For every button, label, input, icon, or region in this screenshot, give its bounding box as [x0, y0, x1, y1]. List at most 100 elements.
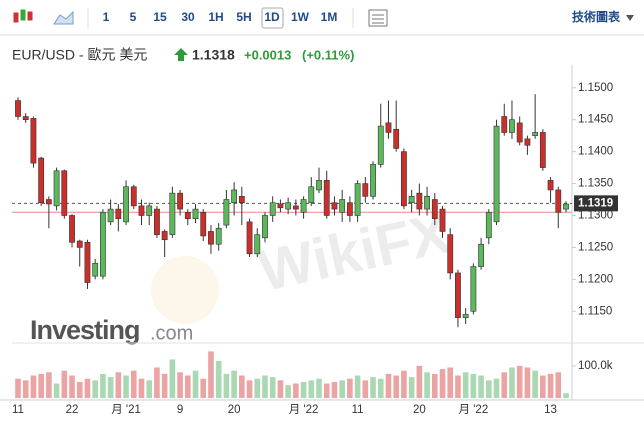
volume-bar	[347, 378, 353, 398]
volume-bar	[462, 372, 469, 398]
candle-body	[30, 118, 37, 164]
y-tick-label: 1.1250	[578, 241, 613, 253]
table-icon[interactable]	[368, 9, 388, 27]
candle-body	[269, 202, 276, 216]
volume-bar	[300, 381, 307, 398]
price: 1.1318	[192, 47, 235, 63]
volume-bar	[223, 373, 230, 398]
candle-body	[493, 125, 500, 223]
candle-body	[370, 164, 376, 197]
volume-bar	[293, 383, 299, 398]
interval-button[interactable]: 5H	[236, 10, 251, 24]
candle-body	[208, 231, 214, 245]
candle-body	[53, 170, 60, 207]
y-tick-label: 1.1500	[578, 82, 613, 94]
x-tick-label: 11	[352, 404, 364, 416]
candle-icon[interactable]	[13, 9, 33, 23]
header: EUR/USD - 歐元 美元 1.1318 +0.0013 (+0.11%)	[12, 47, 354, 63]
interval-button[interactable]: 1	[103, 10, 110, 24]
candle-body	[138, 205, 145, 216]
candle-body	[254, 234, 261, 255]
candle-body	[416, 192, 423, 210]
volume-bar	[509, 367, 515, 398]
volume-bar	[246, 380, 253, 398]
volume-bar	[401, 370, 407, 398]
volume-bar	[285, 385, 291, 398]
volume-bar	[354, 375, 361, 398]
candle-body	[200, 211, 207, 237]
tech-chart-button[interactable]: 技術圖表	[572, 9, 621, 24]
x-tick-label: 月 '22	[459, 404, 489, 416]
volume-bar	[123, 375, 129, 398]
candle-body	[462, 314, 469, 318]
volume-bar	[316, 378, 322, 398]
candle-body	[76, 240, 83, 248]
candle-body	[478, 243, 484, 267]
plot: 1 5 15 30 1H 5H 1D 1W 1M1.11501.12001.12501.1300…	[0, 10, 644, 416]
y-tick-label: 1.1200	[578, 273, 613, 285]
volume-tick-label: 100.0k	[578, 360, 613, 372]
interval-button[interactable]: 1H	[208, 10, 223, 24]
volume-bar	[185, 375, 191, 398]
volume-bar	[370, 377, 376, 398]
y-tick-label: 1.1300	[578, 210, 613, 222]
candle-body	[100, 211, 106, 277]
area-icon[interactable]	[53, 10, 74, 25]
dropdown-arrow[interactable]	[626, 15, 634, 21]
volume-bar	[146, 380, 153, 398]
volume-bar	[208, 351, 214, 398]
x-tick-label: 月 '22	[289, 404, 319, 416]
volume-bar	[53, 383, 60, 398]
candle-body	[115, 208, 122, 219]
volume-bar	[408, 377, 415, 398]
volume-bar	[431, 373, 438, 398]
x-tick-label: 22	[66, 404, 79, 416]
candle-body	[424, 196, 430, 210]
volume-bar	[516, 365, 523, 398]
candle-body	[177, 192, 183, 210]
volume-bar	[130, 370, 137, 398]
last-price-box	[574, 195, 618, 212]
volume-bar	[532, 370, 538, 398]
candle-body	[447, 234, 454, 274]
symbol: EUR/USD - 歐元 美元	[12, 47, 147, 63]
interval-button[interactable]: 1W	[291, 10, 310, 24]
volume-bar	[231, 370, 237, 398]
candle-body	[393, 128, 400, 149]
candle-body	[385, 122, 392, 133]
volume-bar	[239, 375, 245, 398]
volume-bar	[308, 380, 315, 398]
logo-suffix: .com	[150, 322, 193, 344]
candle-body	[231, 189, 238, 204]
candle-body	[485, 211, 492, 239]
volume-bar	[493, 378, 500, 398]
volume-bar	[416, 365, 423, 398]
candle-body	[339, 199, 346, 213]
volume-bar	[385, 373, 392, 398]
volume-bar	[424, 372, 430, 398]
candle-body	[107, 208, 114, 223]
candle-body	[61, 170, 68, 216]
y-tick-label: 1.1450	[578, 114, 613, 126]
candle-body	[246, 221, 253, 255]
candle-body	[300, 199, 307, 213]
candle-body	[470, 266, 477, 312]
candle-body	[277, 203, 284, 209]
interval-button[interactable]: 1M	[321, 10, 338, 24]
interval-button[interactable]: 5	[130, 10, 137, 24]
candle-body	[169, 192, 176, 235]
candle-body	[15, 100, 21, 117]
candle-body	[130, 186, 137, 207]
interval-button[interactable]: 15	[153, 10, 167, 24]
interval-button[interactable]: 1D	[264, 10, 280, 24]
volume-bar	[107, 377, 114, 398]
candle-body	[92, 263, 99, 277]
volume-bar	[501, 372, 508, 398]
volume-bar	[262, 375, 268, 398]
interval-button[interactable]: 30	[181, 10, 195, 24]
candle-body	[501, 116, 508, 133]
candle-body	[408, 196, 415, 204]
volume-bar	[478, 375, 484, 398]
volume-bar	[323, 383, 330, 398]
